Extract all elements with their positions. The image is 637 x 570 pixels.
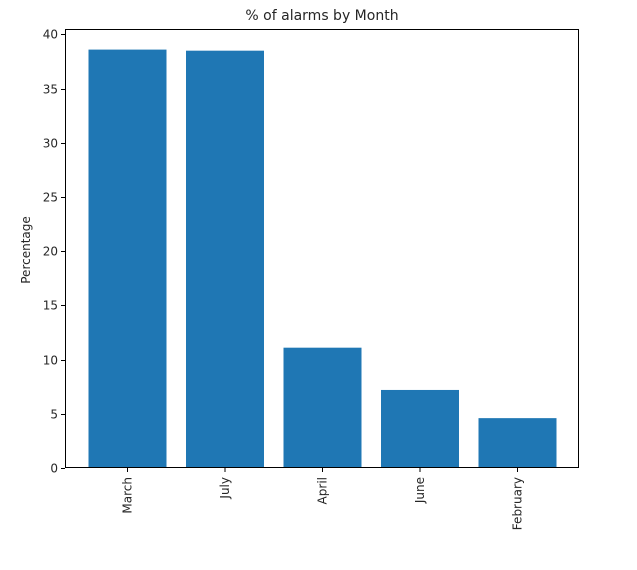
bars-group [88,49,557,468]
y-tick-label: 40 [43,28,58,42]
x-axis-ticks: March July April June February [121,468,525,530]
bar-march [88,49,167,468]
y-tick-label: 15 [43,299,58,313]
y-tick-label: 25 [43,191,58,205]
bar-july [186,50,264,468]
x-tick-label: April [316,477,330,504]
bar-february [478,418,557,468]
bar-april [283,347,362,468]
x-tick-label: June [413,477,427,504]
y-tick-label: 30 [43,137,58,151]
y-axis-ticks: 0 5 10 15 20 25 30 35 40 [43,28,65,476]
y-tick-label: 35 [43,83,58,97]
plot-frame [65,29,579,468]
bar-june [381,389,459,468]
y-tick-label: 5 [50,408,58,422]
chart-title: % of alarms by Month [245,8,398,24]
y-axis-label: Percentage [19,216,33,284]
y-tick-label: 0 [50,462,58,476]
x-tick-label: March [121,477,135,514]
y-tick-label: 10 [43,354,58,368]
x-tick-label: July [218,477,232,500]
x-tick-label: February [511,477,525,530]
y-tick-label: 20 [43,245,58,259]
